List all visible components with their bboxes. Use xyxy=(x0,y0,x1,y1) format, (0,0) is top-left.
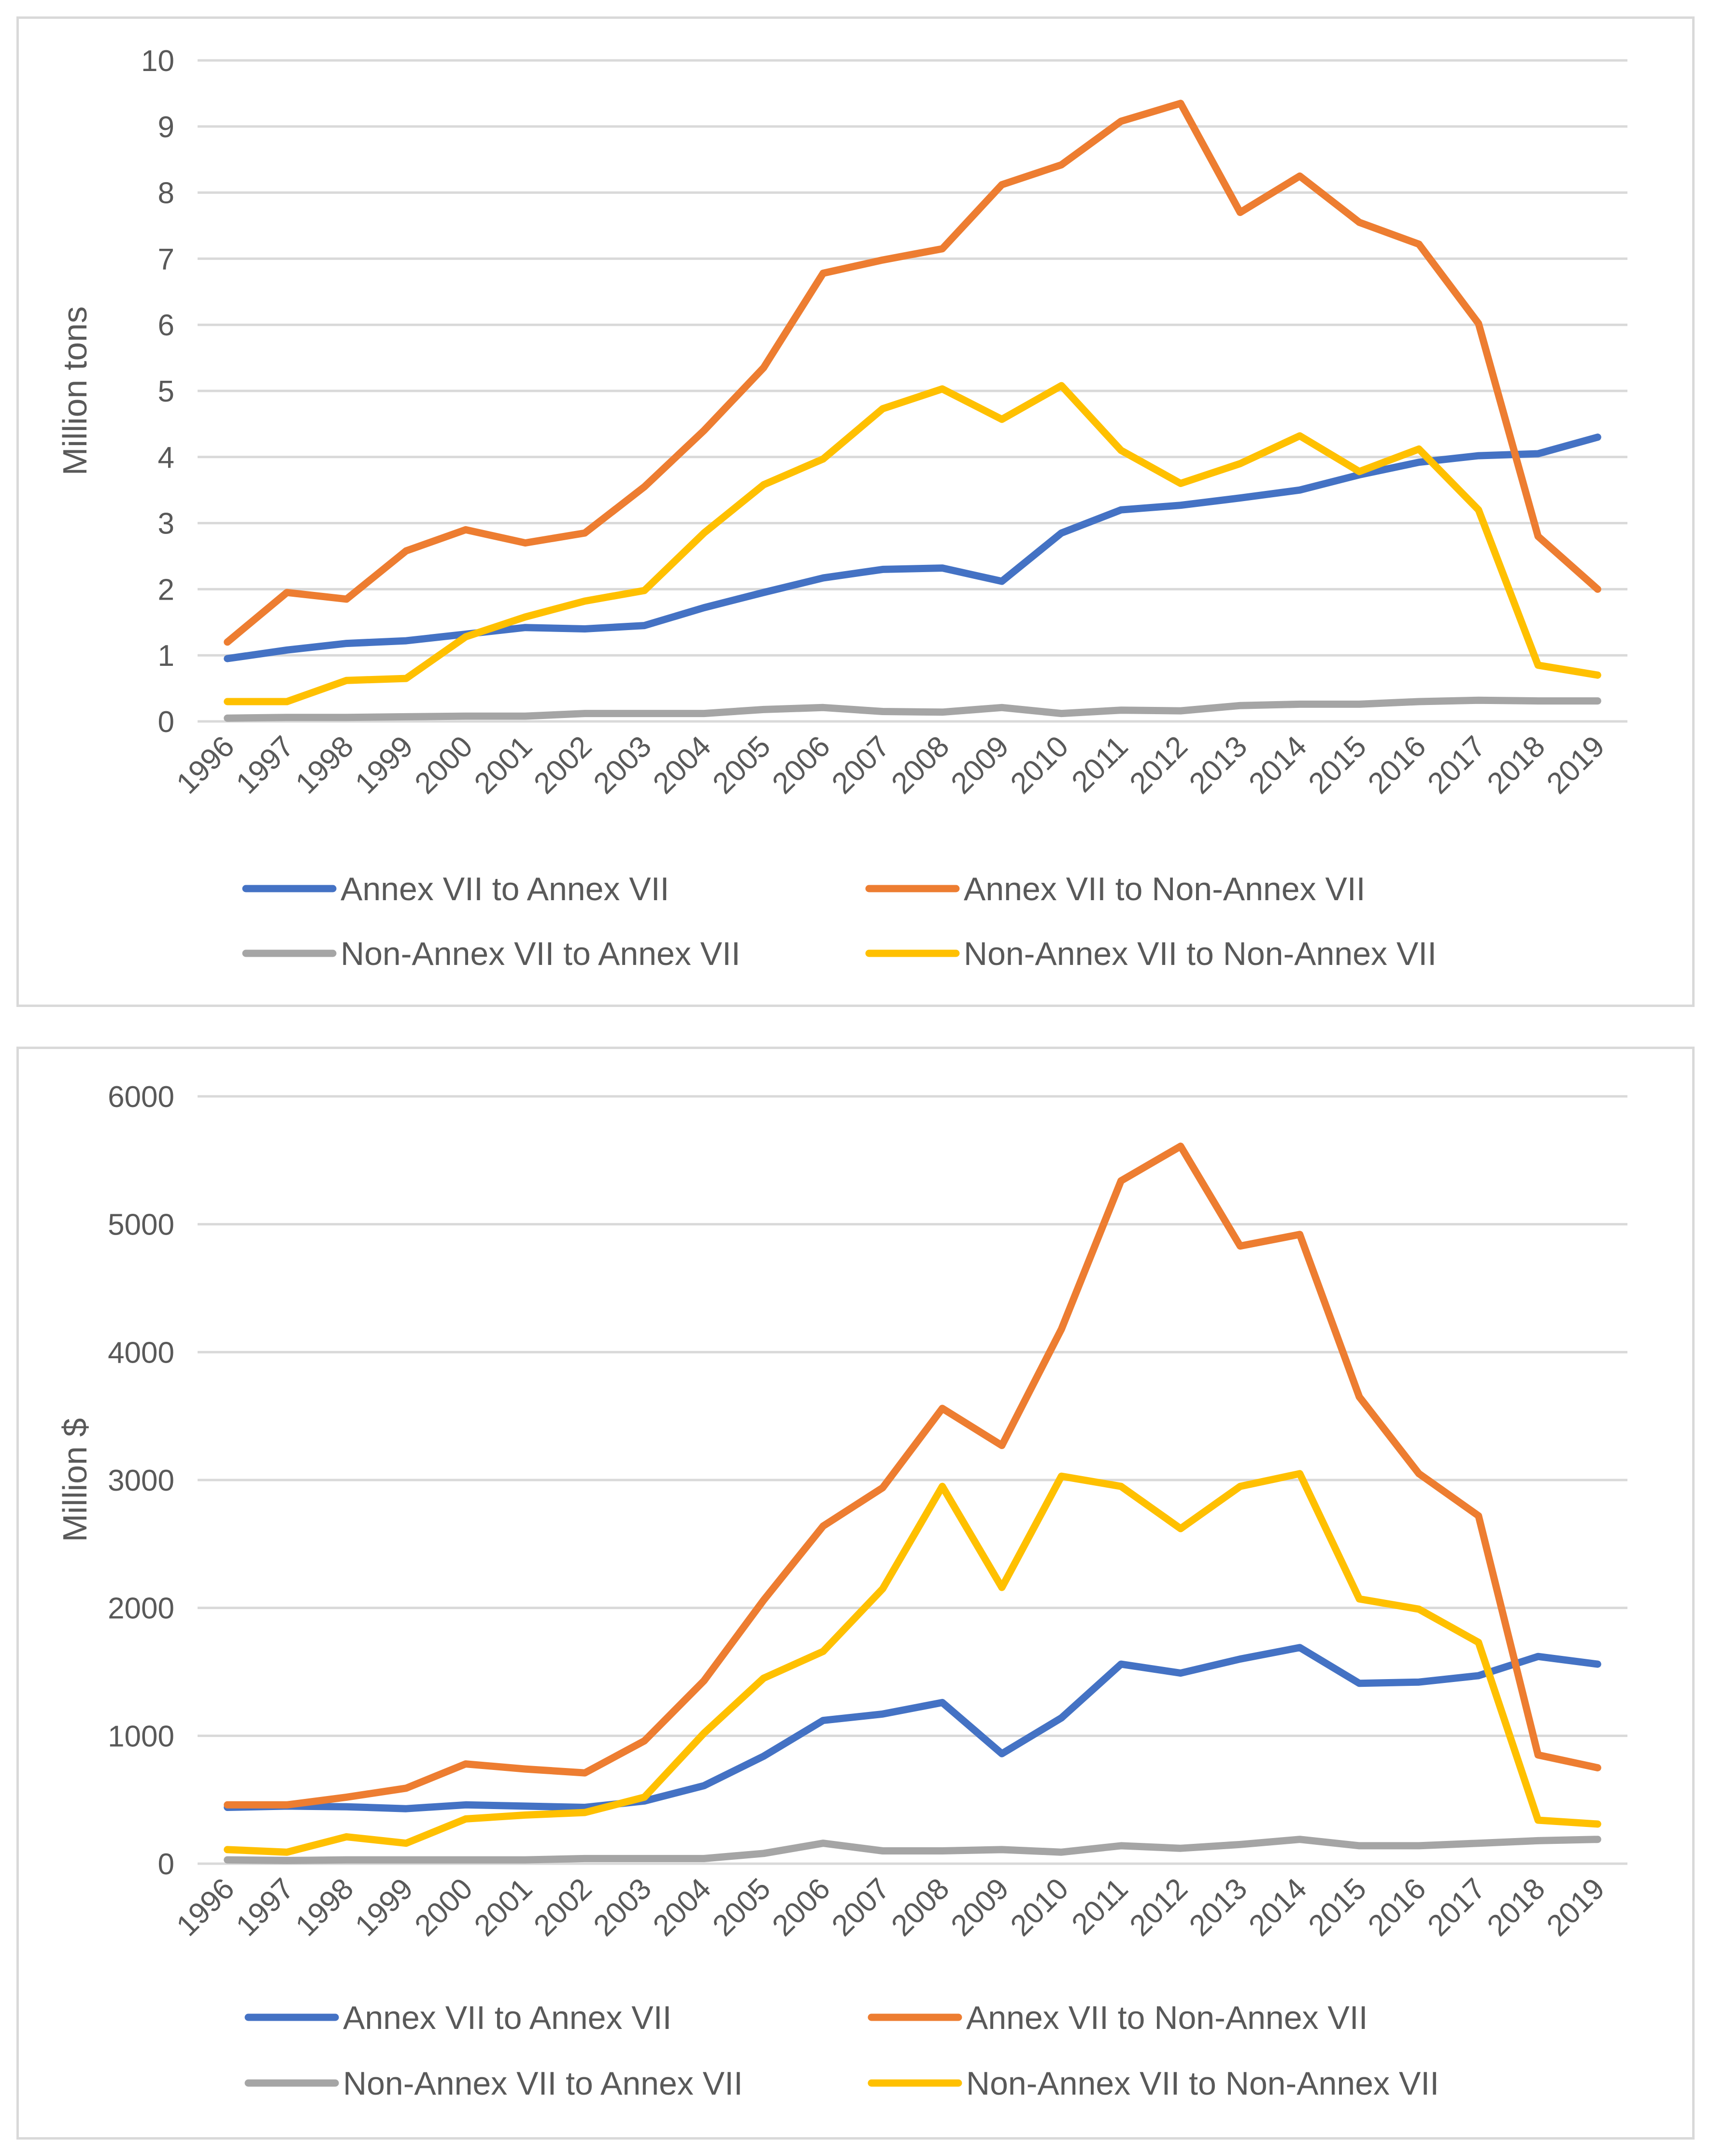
series-line-annex-to-annex xyxy=(224,433,1601,662)
y-tick-label: 5000 xyxy=(108,1208,174,1242)
x-tick-label: 2001 xyxy=(468,1872,539,1942)
x-tick-label: 2003 xyxy=(587,1872,658,1942)
legend-label: Non-Annex VII to Annex VII xyxy=(341,935,741,972)
chart-panel-bottom: 0 1000 2000 3000 4000 5000 6000 1996 1997 1998 199… xyxy=(16,1047,1695,2140)
series-line-non-to-non xyxy=(224,382,1601,705)
x-tick-label: 2009 xyxy=(945,1872,1015,1942)
y-axis-title: Million $ xyxy=(56,1418,94,1542)
legend-label: Annex VII to Non-Annex VII xyxy=(964,871,1366,907)
x-tick-label: 2002 xyxy=(528,730,598,800)
x-tick-label: 1998 xyxy=(289,1872,360,1942)
x-tick-label: 2009 xyxy=(945,730,1015,800)
x-tick-label: 1999 xyxy=(349,1872,419,1942)
y-tick-label: 0 xyxy=(158,1848,174,1881)
y-tick-label: 4 xyxy=(158,441,174,474)
y-tick-label: 2000 xyxy=(108,1592,174,1625)
legend-label: Annex VII to Annex VII xyxy=(341,871,669,907)
x-tick-label: 2014 xyxy=(1242,1872,1313,1942)
x-tick-label: 2006 xyxy=(766,1872,837,1942)
y-tick-label: 10 xyxy=(141,44,174,78)
y-tick-label: 5 xyxy=(158,375,174,408)
x-tick-label: 1996 xyxy=(170,730,241,800)
y-tick-label: 6 xyxy=(158,309,174,342)
chart-svg-dollars: 0 1000 2000 3000 4000 5000 6000 199619971998199… xyxy=(56,1080,1627,2102)
x-tick-label: 2004 xyxy=(647,1872,717,1942)
legend-label: Annex VII to Non-Annex VII xyxy=(966,1999,1368,2036)
x-tick-label: 1997 xyxy=(230,1872,300,1942)
y-tick-label: 4000 xyxy=(108,1336,174,1369)
x-tick-label: 1996 xyxy=(170,1872,241,1942)
x-tick-label: 2013 xyxy=(1183,1872,1254,1942)
legend-label: Non-Annex VII to Annex VII xyxy=(343,2065,743,2102)
x-tick-label: 2007 xyxy=(826,1872,896,1942)
x-tick-label: 2001 xyxy=(468,730,539,800)
x-tick-label: 1998 xyxy=(289,730,360,800)
x-tick-label: 2002 xyxy=(528,1872,598,1942)
x-tick-label: 2011 xyxy=(1065,1872,1134,1941)
legend-label: Non-Annex VII to Non-Annex VII xyxy=(966,2065,1439,2102)
y-tick-label: 2 xyxy=(158,573,174,606)
chart-panel-top: 0 1 2 3 4 5 6 7 8 9 10 1996 1997 1998 1999 2000 2001 2002… xyxy=(16,16,1695,1007)
x-tick-label: 2015 xyxy=(1302,730,1373,800)
x-tick-label: 2013 xyxy=(1183,730,1254,800)
x-tick-label: 2003 xyxy=(587,730,658,800)
y-tick-label: 6000 xyxy=(108,1080,174,1114)
x-tick-label: 2019 xyxy=(1540,1872,1611,1942)
x-tick-label: 2007 xyxy=(826,730,896,800)
y-tick-label: 0 xyxy=(158,705,174,739)
x-tick-label: 2011 xyxy=(1065,730,1134,799)
x-tick-label: 1999 xyxy=(349,730,419,800)
series-line-non-to-annex xyxy=(224,1836,1601,1864)
x-tick-label: 2012 xyxy=(1124,730,1194,800)
x-tick-label: 2000 xyxy=(409,1872,479,1942)
y-tick-label: 1 xyxy=(158,639,174,673)
y-tick-label: 3 xyxy=(158,507,174,541)
x-tick-label: 2014 xyxy=(1242,730,1313,800)
series-line-non-to-non xyxy=(224,1470,1601,1856)
y-tick-label: 1000 xyxy=(108,1720,174,1753)
x-tick-label: 1997 xyxy=(230,730,300,800)
x-tick-label: 2016 xyxy=(1362,730,1432,800)
x-tick-label: 2019 xyxy=(1540,730,1611,800)
series-line-non-to-annex xyxy=(224,696,1601,722)
y-tick-label: 3000 xyxy=(108,1464,174,1497)
x-tick-label: 2018 xyxy=(1481,730,1552,800)
x-tick-label: 2010 xyxy=(1004,730,1075,800)
x-tick-label: 2000 xyxy=(409,730,479,800)
x-tick-label: 2005 xyxy=(706,1872,777,1942)
x-tick-label: 2015 xyxy=(1302,1872,1373,1942)
legend-label: Non-Annex VII to Non-Annex VII xyxy=(964,935,1437,972)
series-line-annex-to-non xyxy=(224,1142,1601,1809)
legend-label: Annex VII to Annex VII xyxy=(343,1999,671,2036)
series-line-annex-to-non xyxy=(224,100,1601,646)
x-tick-label: 2017 xyxy=(1421,1872,1492,1942)
y-axis-title: Million tons xyxy=(56,306,94,475)
y-tick-label: 9 xyxy=(158,111,174,144)
chart-svg-tons: 0 1 2 3 4 5 6 7 8 9 10 1996199719981999200020012002… xyxy=(56,44,1627,972)
y-tick-label: 7 xyxy=(158,243,174,276)
x-tick-label: 2018 xyxy=(1481,1872,1552,1942)
y-tick-label: 8 xyxy=(158,177,174,210)
x-tick-label: 2006 xyxy=(766,730,837,800)
x-tick-label: 2010 xyxy=(1004,1872,1075,1942)
x-tick-label: 2004 xyxy=(647,730,717,800)
x-tick-label: 2017 xyxy=(1421,730,1492,800)
x-tick-label: 2016 xyxy=(1362,1872,1432,1942)
x-tick-label: 2005 xyxy=(706,730,777,800)
x-tick-label: 2008 xyxy=(885,730,955,800)
x-tick-label: 2012 xyxy=(1124,1872,1194,1942)
series-line-annex-to-annex xyxy=(224,1644,1601,1812)
x-tick-label: 2008 xyxy=(885,1872,955,1942)
